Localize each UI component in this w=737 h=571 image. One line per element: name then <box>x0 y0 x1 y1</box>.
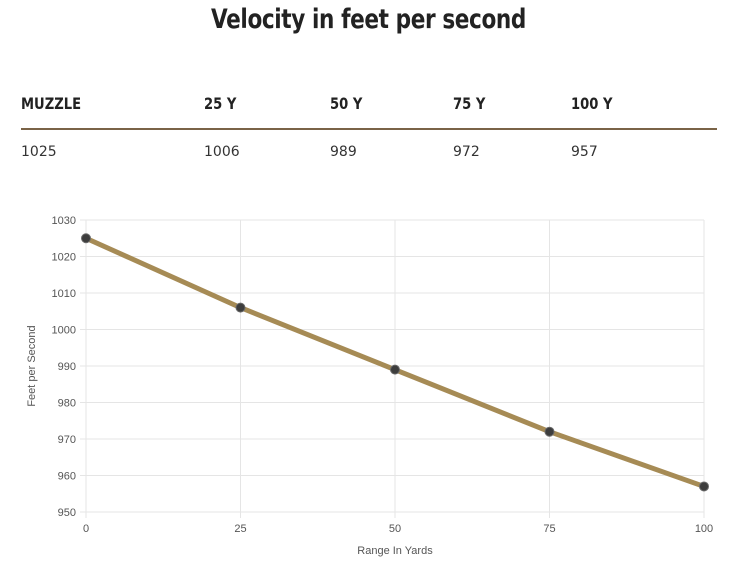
chart-series <box>81 233 709 492</box>
header-25y: 25 Y <box>204 94 237 113</box>
page-title: Velocity in feet per second <box>211 4 526 35</box>
cell-25y: 1006 <box>204 144 240 160</box>
cell-muzzle: 1025 <box>21 144 57 160</box>
x-tick-label: 100 <box>695 523 713 535</box>
table-row: 1025 1006 989 972 957 <box>21 130 717 170</box>
data-point <box>699 481 709 492</box>
data-point <box>544 426 555 437</box>
data-point <box>81 233 91 244</box>
y-axis-title: Feet per Second <box>26 325 38 406</box>
cell-75y: 972 <box>453 144 480 160</box>
x-tick-label: 75 <box>543 523 555 535</box>
velocity-table: MUZZLE 25 Y 50 Y 75 Y 100 Y 1025 1006 98… <box>21 88 717 170</box>
y-tick-label: 980 <box>58 398 76 410</box>
x-tick-label: 0 <box>83 523 89 535</box>
y-tick-label: 1000 <box>52 325 76 337</box>
y-tick-label: 950 <box>58 507 76 519</box>
header-muzzle: MUZZLE <box>21 94 82 113</box>
y-tick-label: 970 <box>58 434 76 446</box>
header-100y: 100 Y <box>571 94 613 113</box>
table-header-row: MUZZLE 25 Y 50 Y 75 Y 100 Y <box>21 88 717 130</box>
y-tick-label: 1020 <box>52 252 76 264</box>
data-point <box>390 364 400 375</box>
y-tick-label: 1010 <box>52 288 76 300</box>
x-tick-label: 25 <box>234 523 246 535</box>
header-50y: 50 Y <box>330 94 363 113</box>
header-75y: 75 Y <box>453 94 486 113</box>
y-tick-label: 1030 <box>52 215 76 227</box>
x-axis-title: Range In Yards <box>357 545 433 557</box>
chart-tick-labels: 950 960 970 980 990 1000 1010 1020 1030 0 25 50 75 10… <box>52 215 714 535</box>
y-tick-label: 990 <box>58 361 76 373</box>
x-tick-label: 50 <box>389 523 401 535</box>
cell-100y: 957 <box>571 144 598 160</box>
data-point <box>235 302 246 313</box>
y-tick-label: 960 <box>58 471 76 483</box>
cell-50y: 989 <box>330 144 357 160</box>
